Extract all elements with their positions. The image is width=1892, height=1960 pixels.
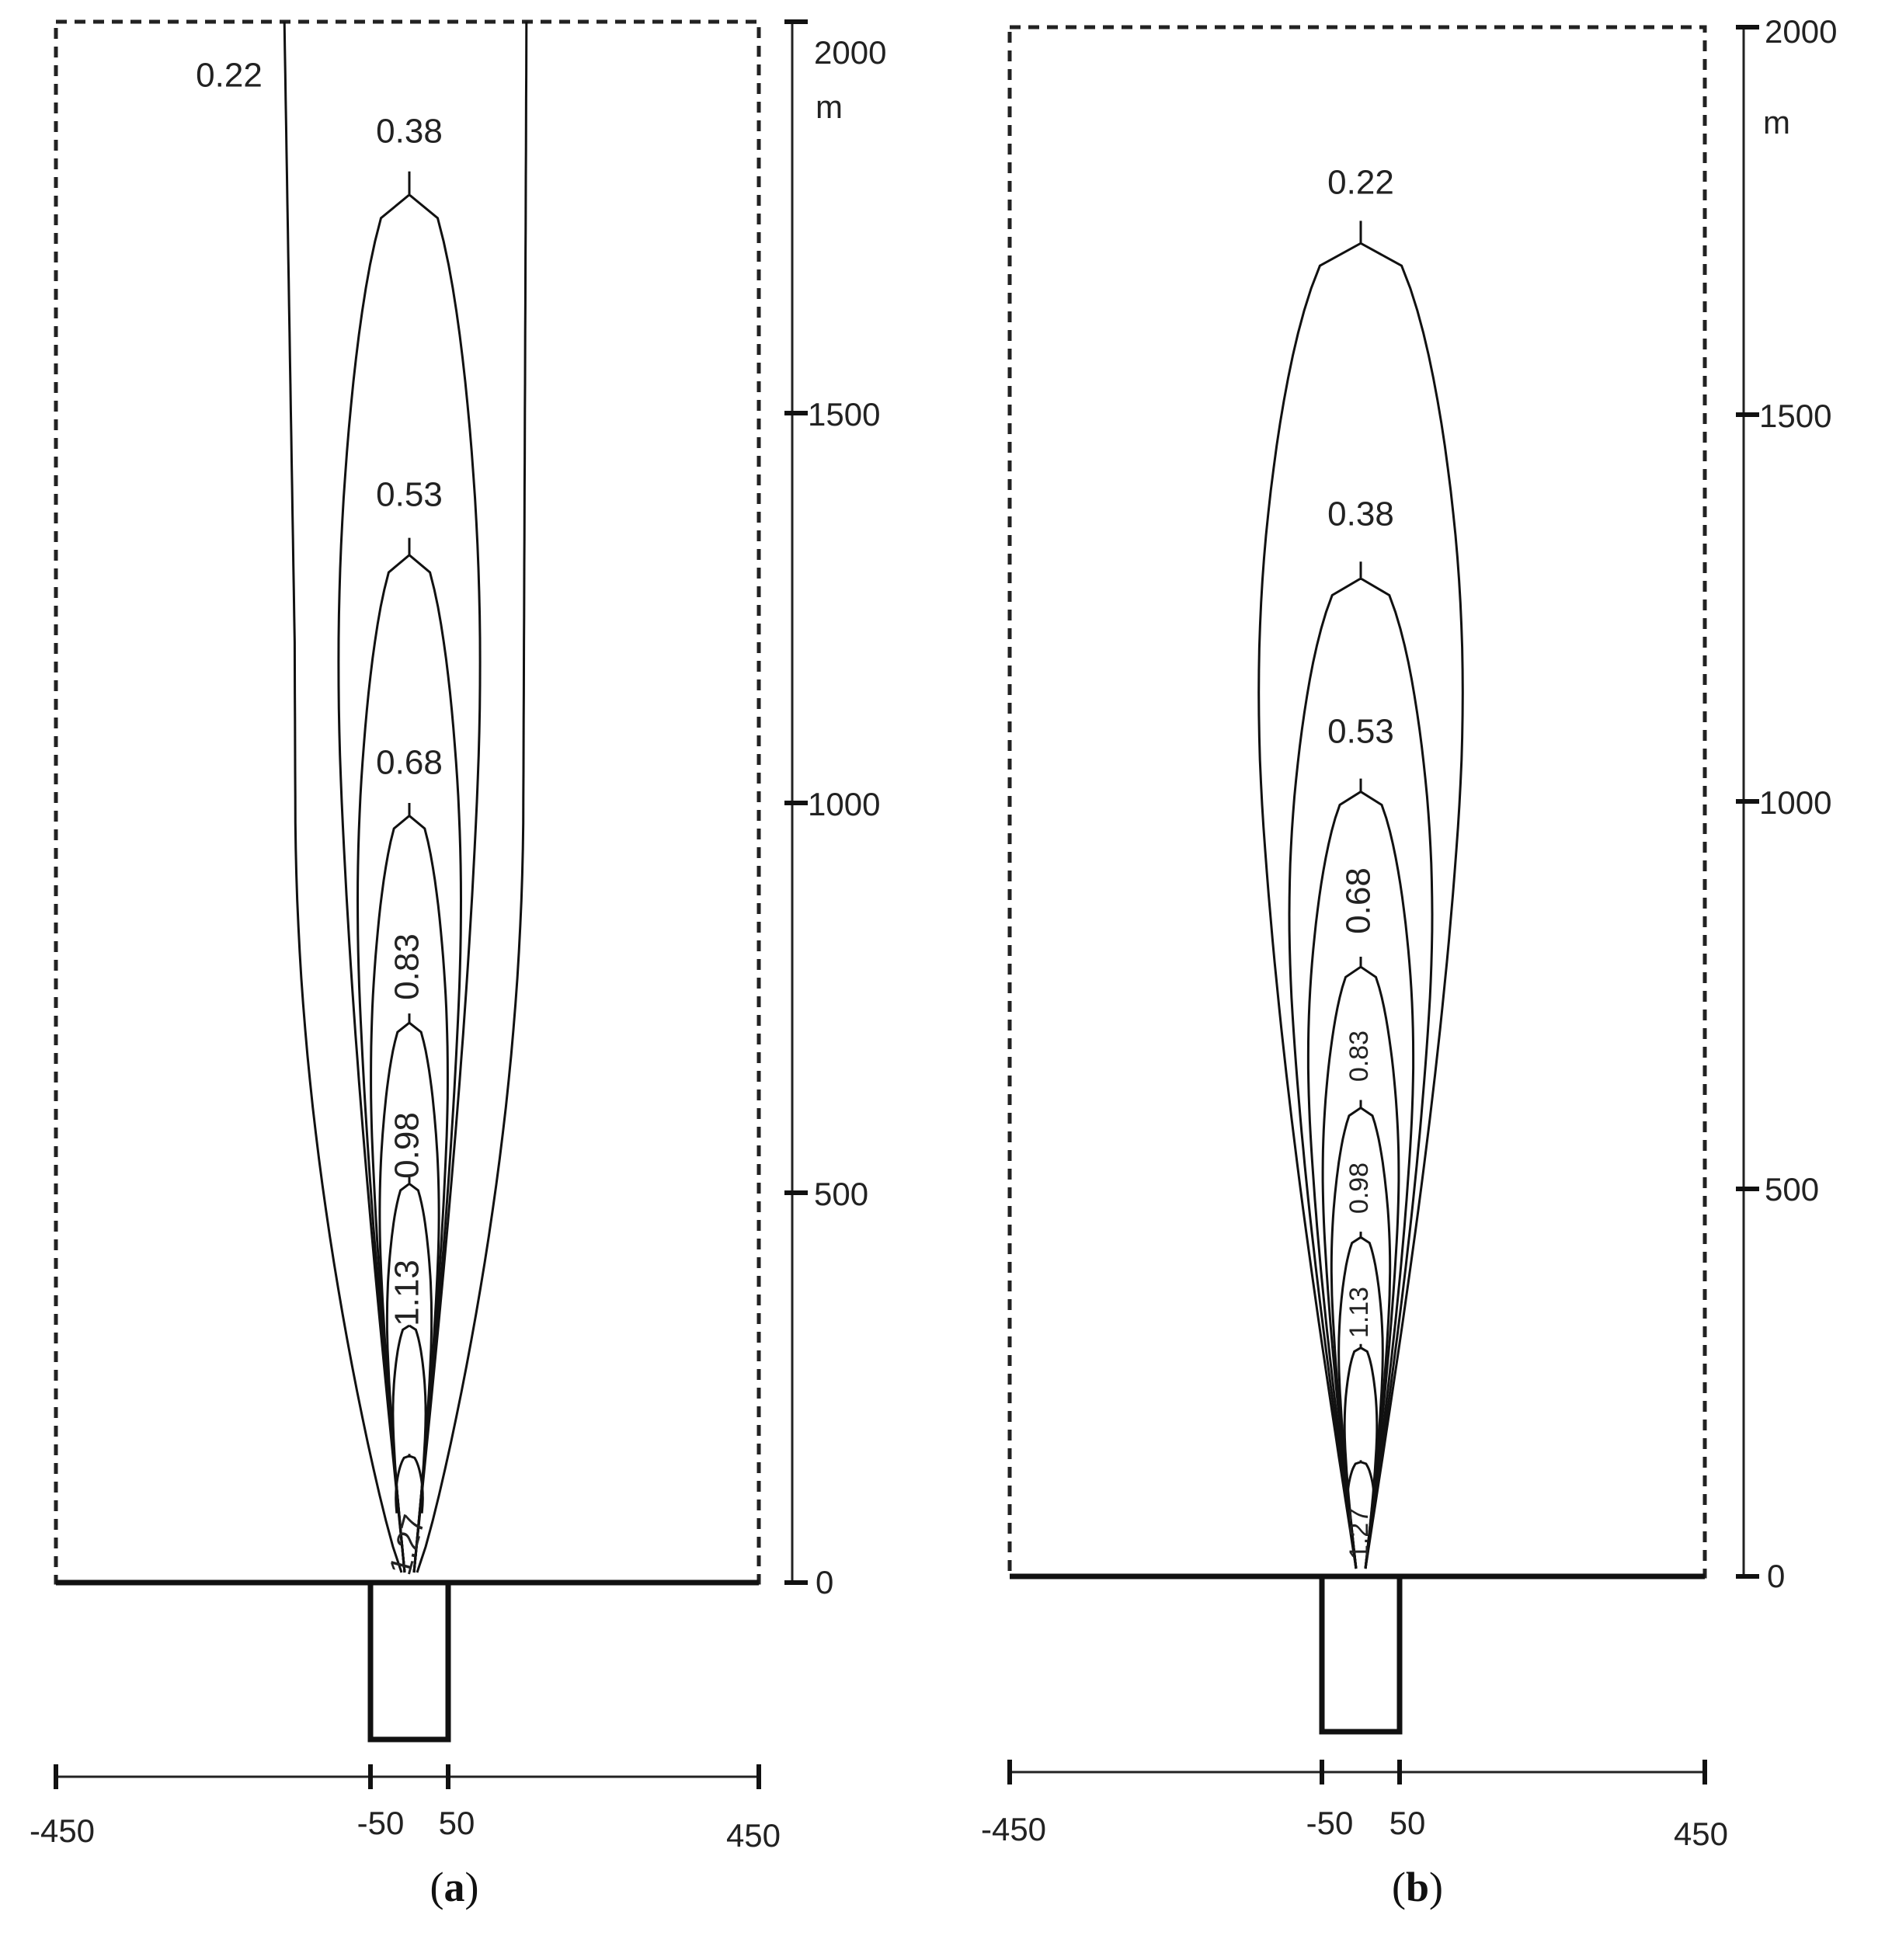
contour-line (1257, 221, 1464, 1569)
contour-line (378, 1013, 440, 1573)
panel-caption: (a) (430, 1864, 479, 1910)
y-unit-label: m (1763, 104, 1790, 141)
contour-label: 1.27 (1344, 1508, 1374, 1559)
x-axis: -450 -50 50 450 (981, 1760, 1728, 1852)
x-tick-label: -450 (30, 1812, 95, 1849)
contour-line (1364, 1565, 1368, 1569)
y-tick-label: 1000 (808, 786, 880, 822)
domain-boundary (1007, 25, 1707, 1579)
y-tick-label: 2000 (814, 34, 886, 71)
y-tick-label: 1500 (808, 396, 880, 433)
y-axis: 0 500 1000 1500 2000 m (784, 19, 886, 1600)
contours (1257, 221, 1464, 1569)
contour-label: 1.27 (383, 1511, 432, 1579)
contour-line (1354, 1565, 1358, 1569)
panel-a: 0.22 0.38 0.53 0.68 0.83 0.98 1.13 1.27 0 500 1… (30, 19, 886, 1910)
contour-label: 0.38 (376, 113, 443, 151)
contour-label: 0.68 (1340, 867, 1378, 934)
y-tick-label: 1000 (1759, 784, 1831, 821)
contour-labels: 0.22 0.38 0.53 0.68 0.83 0.98 1.13 1.27 (196, 57, 443, 1579)
contour-line (337, 171, 482, 1573)
contour-label: 1.13 (388, 1260, 426, 1326)
contour-label: 0.22 (1327, 164, 1394, 202)
x-tick-label: -450 (981, 1811, 1046, 1847)
contour-line (416, 21, 528, 1573)
contour-label: 1.13 (1344, 1287, 1374, 1338)
source-box (1319, 1576, 1403, 1735)
contour-line (283, 21, 403, 1573)
x-tick-label: 50 (1389, 1805, 1426, 1841)
x-tick-label: 450 (726, 1817, 781, 1854)
contour-line (395, 1454, 424, 1513)
contour-label: 0.83 (388, 933, 426, 1000)
contour-label: 0.53 (376, 476, 443, 514)
contour-labels: 0.22 0.38 0.53 0.68 0.83 0.98 1.13 1.27 (1327, 164, 1394, 1559)
y-tick-label: 0 (1767, 1558, 1785, 1594)
contour-line (1346, 1460, 1376, 1502)
contours (283, 21, 528, 1573)
y-tick-label: 1500 (1759, 398, 1831, 434)
contour-line (356, 537, 463, 1573)
contour-label: 0.98 (388, 1112, 426, 1179)
x-tick-label: -50 (1306, 1805, 1354, 1841)
y-tick-label: 0 (816, 1564, 833, 1600)
contour-label: 0.98 (1344, 1162, 1374, 1214)
source-box (367, 1583, 451, 1743)
contour-line (409, 1324, 427, 1573)
x-tick-label: -50 (357, 1805, 405, 1841)
contour-line (1288, 561, 1434, 1569)
x-tick-label: 450 (1674, 1816, 1728, 1852)
x-axis: -450 -50 50 450 (30, 1764, 781, 1854)
contour-line (1321, 957, 1400, 1569)
contour-label: 0.22 (196, 57, 263, 95)
contour-label: 0.83 (1344, 1030, 1374, 1082)
x-tick-label: 50 (439, 1805, 475, 1841)
y-tick-label: 2000 (1765, 13, 1837, 50)
y-tick-label: 500 (1765, 1171, 1819, 1208)
domain-boundary (54, 19, 761, 1585)
panel-b: 0.22 0.38 0.53 0.68 0.83 0.98 1.13 1.27 0 500 1… (981, 13, 1837, 1910)
contour-line (1306, 778, 1415, 1569)
contour-label: 0.68 (376, 744, 443, 782)
contour-label: 0.38 (1327, 495, 1394, 533)
y-unit-label: m (816, 89, 843, 125)
y-tick-label: 500 (814, 1176, 868, 1212)
panel-caption: (b) (1392, 1864, 1443, 1910)
contour-line (391, 1324, 410, 1573)
contour-line (370, 803, 449, 1573)
y-axis: 0 500 1000 1500 2000 m (1736, 13, 1837, 1594)
contour-line (1330, 1100, 1392, 1569)
contour-label: 0.53 (1327, 713, 1394, 751)
